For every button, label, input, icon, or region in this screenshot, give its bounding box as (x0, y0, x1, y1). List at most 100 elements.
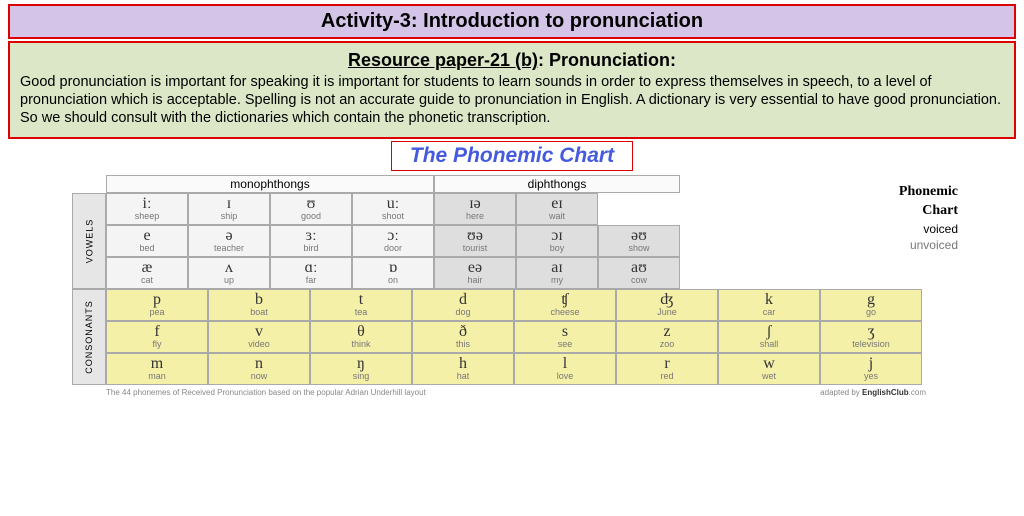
side-label-vowels: VOWELS (72, 193, 106, 289)
phoneme-cell: ʊgood (270, 193, 352, 225)
phoneme-cell: ppea (106, 289, 208, 321)
phoneme-symbol: ʃ (766, 324, 771, 340)
phoneme-example: shall (760, 340, 779, 349)
activity-banner: Activity-3: Introduction to pronunciatio… (8, 4, 1016, 39)
phoneme-example: cow (631, 276, 647, 285)
consonant-row-3: mmannnowŋsinghhatlloverredwwetjyes (106, 353, 952, 385)
phoneme-example: this (456, 340, 470, 349)
phoneme-example: yes (864, 372, 878, 381)
phoneme-cell: eəhair (434, 257, 516, 289)
phoneme-cell: aɪmy (516, 257, 598, 289)
phoneme-symbol: ʧ (561, 292, 568, 308)
phoneme-example: pea (149, 308, 164, 317)
chart-main: VOWELS CONSONANTS iːsheepɪshipʊgooduːsho… (72, 193, 952, 385)
phoneme-symbol: aʊ (631, 260, 647, 276)
phoneme-example: cheese (550, 308, 579, 317)
phoneme-symbol: l (563, 356, 567, 372)
phoneme-example: red (660, 372, 673, 381)
phoneme-cell: bboat (208, 289, 310, 321)
phoneme-symbol: k (765, 292, 773, 308)
phoneme-cell: ggo (820, 289, 922, 321)
phoneme-cell: wwet (718, 353, 820, 385)
phoneme-example: television (852, 340, 890, 349)
phoneme-example: now (251, 372, 268, 381)
phoneme-example: show (628, 244, 649, 253)
side-label-consonants: CONSONANTS (72, 289, 106, 385)
phoneme-cell: θthink (310, 321, 412, 353)
phoneme-example: my (551, 276, 563, 285)
phoneme-cell: ŋsing (310, 353, 412, 385)
phoneme-example: tea (355, 308, 368, 317)
phoneme-example: boy (550, 244, 565, 253)
chart-footer: The 44 phonemes of Received Pronunciatio… (106, 388, 926, 397)
phoneme-symbol: eə (468, 260, 482, 276)
phoneme-symbol: j (869, 356, 873, 372)
phoneme-symbol: ɔɪ (551, 228, 563, 244)
phoneme-symbol: r (664, 356, 669, 372)
phoneme-cell: aʊcow (598, 257, 680, 289)
phoneme-symbol: ɪ (227, 196, 231, 212)
phoneme-cell: ʌup (188, 257, 270, 289)
phoneme-example: wait (549, 212, 565, 221)
phoneme-cell: ssee (514, 321, 616, 353)
phoneme-cell: ttea (310, 289, 412, 321)
phoneme-example: door (384, 244, 402, 253)
phoneme-symbol: n (255, 356, 263, 372)
phoneme-cell: uːshoot (352, 193, 434, 225)
phoneme-cell: ɪəhere (434, 193, 516, 225)
phoneme-cell: mman (106, 353, 208, 385)
phoneme-cell: nnow (208, 353, 310, 385)
phoneme-symbol: ə (225, 228, 232, 244)
phoneme-example: sing (353, 372, 370, 381)
phoneme-symbol: w (763, 356, 775, 372)
phoneme-cell: eɪwait (516, 193, 598, 225)
phoneme-example: bed (139, 244, 154, 253)
phoneme-symbol: ɒ (389, 260, 397, 276)
phoneme-symbol: ʊ (307, 196, 316, 212)
phoneme-cell: ɪship (188, 193, 270, 225)
phoneme-symbol: d (459, 292, 467, 308)
phoneme-example: man (148, 372, 166, 381)
resource-title: Resource paper-21 (b): Pronunciation: (20, 49, 1004, 72)
phoneme-example: think (351, 340, 370, 349)
phoneme-cell: ʧcheese (514, 289, 616, 321)
phoneme-cell: iːsheep (106, 193, 188, 225)
phoneme-symbol: h (459, 356, 467, 372)
phoneme-symbol: θ (357, 324, 365, 340)
phoneme-symbol: ʒ (867, 324, 874, 340)
footer-right: adapted by EnglishClub.com (820, 388, 926, 397)
phoneme-symbol: æ (142, 260, 153, 276)
phonemic-chart: Phonemic Chart voiced unvoiced monophtho… (72, 175, 952, 397)
phoneme-symbol: ʤ (660, 292, 674, 308)
phoneme-symbol: m (151, 356, 163, 372)
phoneme-symbol: iː (143, 196, 152, 212)
phoneme-cell: ffly (106, 321, 208, 353)
phoneme-cell: ʤJune (616, 289, 718, 321)
phoneme-cell: ðthis (412, 321, 514, 353)
phoneme-example: here (466, 212, 484, 221)
phoneme-symbol: ɜː (305, 228, 316, 244)
phoneme-example: hat (457, 372, 470, 381)
phoneme-cell: ddog (412, 289, 514, 321)
phoneme-example: sheep (135, 212, 160, 221)
phoneme-symbol: uː (387, 196, 399, 212)
phoneme-example: teacher (214, 244, 244, 253)
phoneme-example: bird (303, 244, 318, 253)
label-diphthongs: diphthongs (434, 175, 680, 193)
resource-body: Good pronunciation is important for spea… (20, 73, 1004, 127)
phoneme-example: good (301, 212, 321, 221)
phoneme-symbol: p (153, 292, 161, 308)
phoneme-cell: əʊshow (598, 225, 680, 257)
phoneme-symbol: ɪə (469, 196, 481, 212)
phoneme-symbol: aɪ (551, 260, 563, 276)
phoneme-example: boat (250, 308, 268, 317)
phoneme-cell: ɔɪboy (516, 225, 598, 257)
consonant-row-2: fflyvvideoθthinkðthissseezzooʃshallʒtele… (106, 321, 952, 353)
phoneme-cell: ʒtelevision (820, 321, 922, 353)
phoneme-symbol: b (255, 292, 263, 308)
phoneme-symbol: v (255, 324, 263, 340)
phoneme-cell: ɑːfar (270, 257, 352, 289)
phoneme-symbol: əʊ (631, 228, 647, 244)
phoneme-cell: æcat (106, 257, 188, 289)
phoneme-example: far (306, 276, 317, 285)
